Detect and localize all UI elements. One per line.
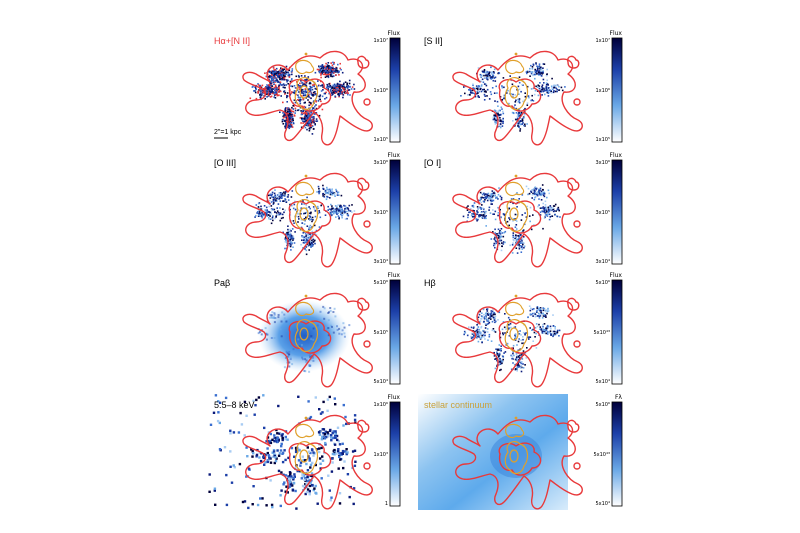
colorbar-tick-label: 5x10⁵ [373,330,388,336]
colorbar-tick-label: 3x10⁵ [373,210,388,216]
colorbar-stellar: Fλ 5x10⁶ 5x10⁴³ 5x10⁴ [593,394,622,507]
colorbar-tick-label: 5x10⁴ [373,379,388,385]
emission-map [208,394,357,510]
panel-oi: [O I] [418,152,583,268]
emission-map [249,61,356,135]
colorbar-tick-label: 5x10⁴³ [593,452,610,458]
panel-pabeta: Paβ [208,272,373,388]
colorbar-tick-label: 1 [385,501,388,507]
scale-bar-label: 2"=1 kpc [214,129,242,136]
panel-stellar: stellar continuum [418,394,583,510]
panel-oiii: [O III] [208,152,373,268]
emission-map [462,184,561,254]
colorbar-tick-label: 3x10⁴ [595,259,610,265]
colorbar-tick-label: 5x10⁴ [595,379,610,385]
panel-label: [O III] [214,158,236,168]
colorbar-tick-label: 3x10⁴ [373,259,388,265]
panel-sii: [S II] [418,30,583,146]
colorbar-title: Flux [388,30,401,37]
panel-label: [S II] [424,36,443,46]
emission-map [257,300,351,373]
colorbar-tick-label: 1x10⁶ [595,88,610,94]
colorbar-tick-label: 1x10⁷ [373,38,388,44]
colorbar-tick-label: 5x10⁶ [595,280,610,286]
colorbar-tick-label: 1x10⁶ [373,402,388,408]
panel-halpha: Hα+[N II] 2"=1 kpc [208,30,373,146]
colorbar-title: Fλ [615,394,622,401]
colorbar-tick-label: 3x10⁵ [595,210,610,216]
panel-label: Paβ [214,278,230,288]
colorbar-tick-label: 3x10⁶ [595,160,610,166]
panel-xray: 5.5–8 keV [208,394,373,510]
panel-label: Hβ [424,278,436,288]
panel-label: Hα+[N II] [214,36,250,46]
colorbar-tick-label: 1x10⁷ [595,38,610,44]
colorbar-tick-label: 1x10⁶ [373,88,388,94]
colorbar-title: Flux [610,30,623,37]
panel-label: [O I] [424,158,441,168]
colorbar-title: Flux [610,152,623,159]
colorbar-tick-label: 5x10⁴³ [593,330,610,336]
colorbar-tick-label: 1x10⁵ [373,137,388,143]
colorbar-tick-label: 1x10³ [373,452,388,458]
panel-label: stellar continuum [424,400,492,410]
emission-map [418,394,568,510]
colorbar-title: Flux [388,272,401,279]
panel-label: 5.5–8 keV [214,400,255,410]
colorbar-tick-label: 5x10⁶ [373,280,388,286]
colorbar-title: Flux [610,272,623,279]
panel-hbeta: Hβ [418,272,583,388]
colorbar-tick-label: 3x10⁶ [373,160,388,166]
colorbar-title: Flux [388,152,401,159]
colorbar-tick-label: 5x10⁶ [595,402,610,408]
colorbar-title: Flux [388,394,401,401]
colorbar-tick-label: 5x10⁴ [595,501,610,507]
colorbar-tick-label: 1x10⁵ [595,137,610,143]
